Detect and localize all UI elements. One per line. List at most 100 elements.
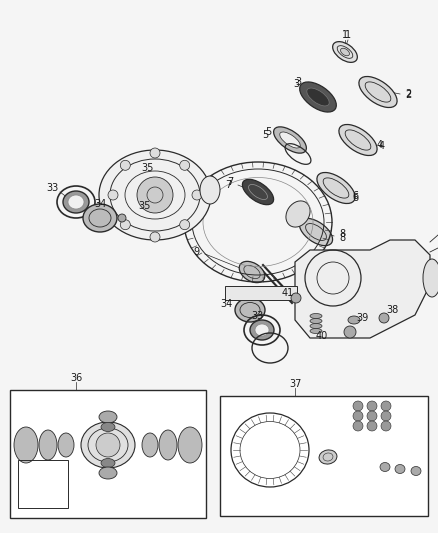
Circle shape [180,220,190,230]
Text: 1: 1 [342,30,348,40]
Ellipse shape [83,204,117,232]
Ellipse shape [235,298,265,322]
Text: 7: 7 [225,180,231,190]
Ellipse shape [99,467,117,479]
Ellipse shape [242,179,274,205]
Circle shape [367,421,377,431]
Ellipse shape [99,411,117,423]
Ellipse shape [300,219,332,246]
Ellipse shape [250,320,274,340]
Text: 33: 33 [252,311,264,321]
Ellipse shape [310,313,322,319]
Circle shape [291,293,301,303]
Bar [225,286,297,300]
Ellipse shape [239,261,265,282]
Ellipse shape [395,464,405,473]
Ellipse shape [39,430,57,460]
Circle shape [381,421,391,431]
Ellipse shape [310,324,322,328]
Bar [10,390,206,518]
Ellipse shape [339,125,377,156]
Text: 3: 3 [295,77,301,87]
Ellipse shape [255,324,269,336]
Ellipse shape [300,82,336,112]
PathPatch shape [295,240,430,338]
Circle shape [381,411,391,421]
Ellipse shape [101,423,115,432]
Ellipse shape [319,450,337,464]
Ellipse shape [118,214,126,222]
Circle shape [137,177,173,213]
Text: 2: 2 [405,89,411,99]
Text: 5: 5 [262,130,268,140]
Text: 40: 40 [316,331,328,341]
Ellipse shape [310,328,322,334]
Circle shape [379,313,389,323]
Bar [220,396,428,516]
Circle shape [353,421,363,431]
Ellipse shape [341,48,350,56]
Text: 38: 38 [386,305,398,315]
Ellipse shape [274,127,307,153]
Ellipse shape [81,422,135,468]
Text: 34: 34 [220,299,232,309]
Ellipse shape [142,433,158,457]
Ellipse shape [159,430,177,460]
Ellipse shape [348,316,360,324]
Text: 7: 7 [227,177,233,187]
Circle shape [180,160,190,171]
Circle shape [108,190,118,200]
Ellipse shape [99,150,211,240]
Ellipse shape [359,77,397,108]
Text: 35: 35 [142,163,154,173]
Text: 3: 3 [293,79,299,89]
Circle shape [353,401,363,411]
Circle shape [367,401,377,411]
Circle shape [381,401,391,411]
Text: 41: 41 [282,288,294,298]
Ellipse shape [310,319,322,324]
Circle shape [150,148,160,158]
Text: 37: 37 [289,379,301,389]
Text: 8: 8 [339,229,345,239]
Ellipse shape [380,463,390,472]
Text: 1: 1 [345,30,351,40]
Bar [428,264,438,278]
Circle shape [367,411,377,421]
Circle shape [120,220,130,230]
Text: 39: 39 [356,313,368,323]
Ellipse shape [317,173,355,204]
Ellipse shape [411,466,421,475]
Ellipse shape [286,201,310,227]
Ellipse shape [178,427,202,463]
Ellipse shape [200,176,220,204]
Text: 36: 36 [70,373,82,383]
Ellipse shape [332,42,357,62]
Text: 2: 2 [405,90,411,100]
Circle shape [96,433,120,457]
Text: 4: 4 [379,141,385,151]
Ellipse shape [423,259,438,297]
Ellipse shape [58,433,74,457]
Text: 6: 6 [352,193,358,203]
Ellipse shape [14,427,38,463]
Text: 4: 4 [377,140,383,150]
Text: 8: 8 [339,233,345,243]
Text: 6: 6 [352,191,358,201]
Circle shape [150,232,160,242]
Text: 35: 35 [138,201,150,211]
Circle shape [192,190,202,200]
Circle shape [344,326,356,338]
Text: 34: 34 [94,199,106,209]
Ellipse shape [307,88,329,106]
Text: 33: 33 [46,183,58,193]
Bar [18,460,68,508]
Text: 5: 5 [265,127,271,137]
Ellipse shape [280,132,300,148]
Ellipse shape [101,458,115,467]
Ellipse shape [68,195,84,209]
Circle shape [353,411,363,421]
Ellipse shape [63,191,89,213]
Text: 9: 9 [193,247,199,257]
Circle shape [120,160,130,171]
